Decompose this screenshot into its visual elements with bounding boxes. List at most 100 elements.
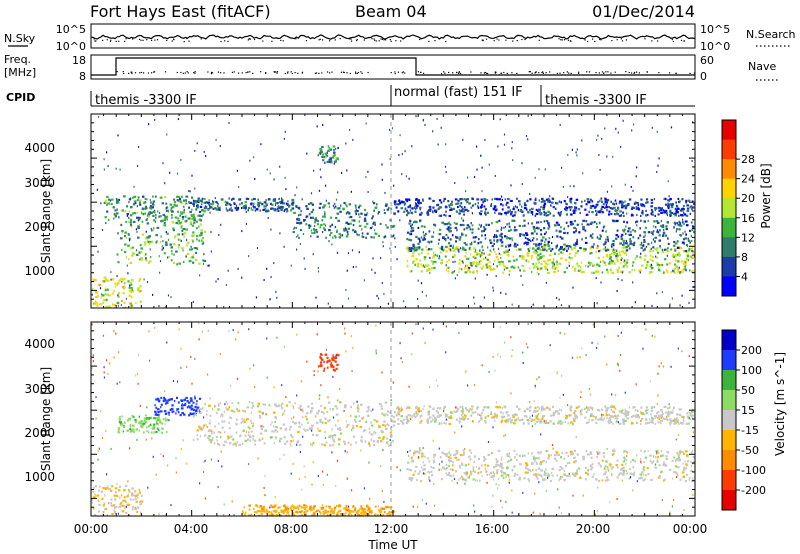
heatmap-cell: [669, 209, 672, 212]
heatmap-cell: [310, 409, 313, 412]
heatmap-cell: [469, 473, 473, 476]
heatmap-cell: [361, 232, 364, 235]
heatmap-speck: [328, 158, 330, 161]
heatmap-cell: [671, 254, 674, 257]
heatmap-cell: [297, 430, 300, 434]
heatmap-speck: [411, 145, 413, 148]
heatmap-cell: [533, 264, 536, 267]
nave-point: [456, 71, 458, 73]
heatmap-cell: [612, 466, 615, 469]
heatmap-cell: [332, 512, 335, 515]
heatmap-cell: [165, 401, 169, 404]
heatmap-cell: [523, 242, 525, 245]
heatmap-cell: [292, 420, 295, 424]
heatmap-cell: [370, 236, 373, 239]
heatmap-speck: [227, 269, 229, 272]
heatmap-cell: [649, 454, 652, 457]
heatmap-cell: [283, 504, 285, 507]
heatmap-cell: [332, 236, 334, 239]
heatmap-cell: [172, 261, 175, 265]
heatmap-cell: [138, 224, 141, 227]
heatmap-cell: [177, 210, 180, 213]
heatmap-cell: [117, 232, 119, 235]
heatmap-cell: [453, 453, 456, 457]
heatmap-cell: [623, 251, 626, 255]
heatmap-cell: [623, 460, 626, 463]
heatmap-cell: [193, 200, 195, 203]
heatmap-cell: [282, 512, 285, 515]
heatmap-cell: [185, 255, 188, 258]
heatmap-cell: [110, 489, 113, 492]
heatmap-cell: [387, 424, 390, 427]
heatmap-cell: [546, 263, 549, 266]
heatmap-cell: [499, 234, 502, 237]
heatmap-cell: [446, 260, 448, 263]
heatmap-cell: [191, 208, 193, 211]
heatmap-cell: [333, 508, 336, 511]
heatmap-cell: [410, 477, 414, 480]
heatmap-cell: [589, 452, 593, 455]
noise-search-point: [505, 39, 507, 41]
heatmap-cell: [657, 231, 660, 234]
heatmap-cell: [537, 254, 540, 257]
heatmap-cell: [461, 223, 465, 227]
heatmap-cell: [459, 453, 463, 457]
heatmap-cell: [516, 473, 519, 476]
heatmap-cell: [319, 510, 321, 513]
heatmap-cell: [555, 451, 559, 454]
heatmap-cell: [391, 235, 394, 238]
heatmap-cell: [195, 251, 198, 254]
heatmap-cell: [497, 247, 500, 250]
heatmap-cell: [102, 487, 106, 490]
heatmap-cell: [244, 439, 248, 442]
heatmap-cell: [412, 243, 415, 246]
heatmap-cell: [151, 431, 153, 434]
heatmap-cell: [641, 203, 644, 206]
heatmap-cell: [676, 268, 680, 271]
heatmap-cell: [362, 417, 364, 420]
heatmap-cell: [570, 213, 573, 216]
heatmap-cell: [113, 304, 116, 307]
heatmap-cell: [542, 249, 545, 252]
heatmap-cell: [465, 473, 468, 476]
heatmap-cell: [616, 459, 619, 462]
heatmap-speck: [219, 145, 221, 148]
heatmap-cell: [539, 461, 543, 464]
heatmap-speck: [367, 170, 369, 173]
heatmap-cell: [415, 246, 419, 249]
heatmap-cell: [674, 207, 677, 210]
heatmap-cell: [538, 211, 542, 214]
heatmap-cell: [97, 499, 100, 502]
heatmap-cell: [650, 201, 654, 204]
heatmap-cell: [500, 256, 502, 260]
heatmap-cell: [563, 208, 566, 211]
heatmap-cell: [329, 234, 331, 237]
heatmap-cell: [262, 208, 265, 211]
heatmap-cell: [441, 478, 443, 481]
heatmap-cell: [380, 404, 383, 408]
heatmap-cell: [501, 465, 503, 468]
heatmap-cell: [513, 259, 516, 262]
heatmap-cell: [558, 230, 562, 233]
heatmap-cell: [427, 240, 430, 243]
heatmap-speck: [352, 266, 354, 269]
heatmap-cell: [254, 209, 256, 212]
heatmap-cell: [235, 423, 238, 426]
heatmap-cell: [684, 230, 686, 233]
heatmap-cell: [406, 231, 410, 234]
heatmap-cell: [412, 261, 414, 264]
heatmap-speck: [210, 250, 212, 253]
heatmap-cell: [455, 470, 458, 473]
heatmap-cell: [609, 260, 612, 263]
heatmap-cell: [165, 206, 169, 209]
heatmap-cell: [105, 201, 108, 204]
heatmap-cell: [298, 236, 300, 239]
heatmap-cell: [556, 260, 558, 263]
heatmap-cell: [660, 207, 663, 210]
heatmap-cell: [226, 201, 229, 204]
heatmap-cell: [533, 242, 535, 246]
heatmap-cell: [478, 262, 481, 265]
heatmap-speck: [551, 236, 554, 238]
heatmap-cell: [139, 258, 141, 261]
heatmap-cell: [681, 471, 685, 474]
